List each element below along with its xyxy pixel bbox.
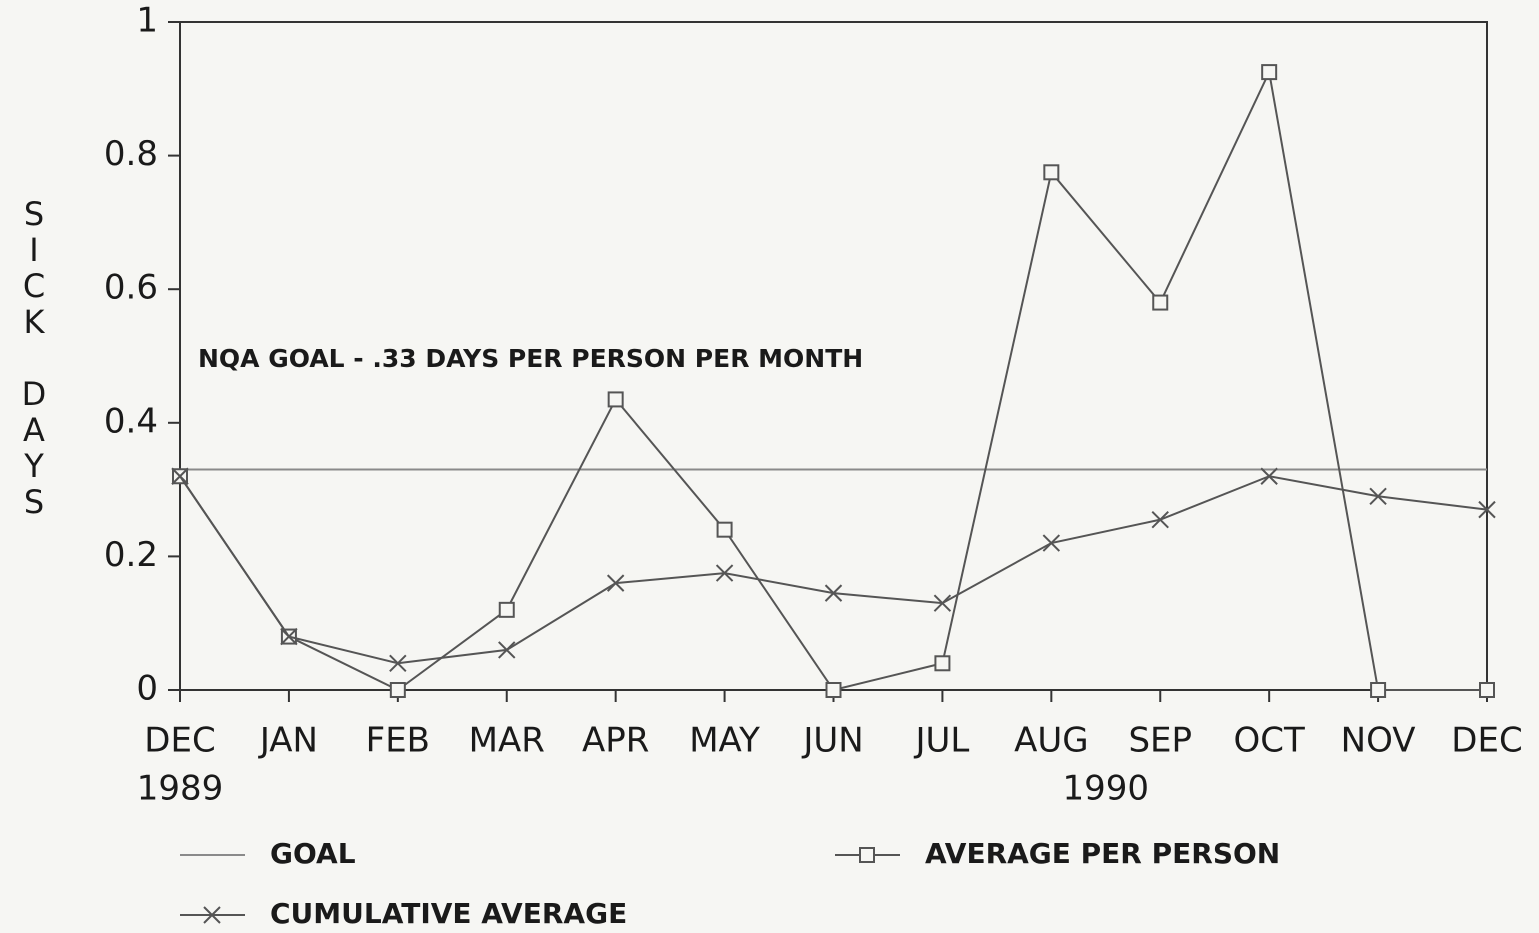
x-tick-label: MAR: [469, 721, 545, 761]
x-tick-label: AUG: [1014, 721, 1089, 761]
legend-marker: [859, 847, 875, 863]
x-tick-label: DEC: [144, 721, 215, 761]
data-point: [1261, 64, 1278, 81]
data-point: [716, 521, 733, 538]
year-label: 1990: [1063, 769, 1150, 809]
data-point: [1260, 467, 1278, 485]
x-tick-label: FEB: [366, 721, 430, 761]
series-line: [179, 68, 1487, 692]
x-tick-label: JAN: [258, 721, 318, 761]
x-tick-label: APR: [582, 721, 649, 761]
y-tick-label: 0: [136, 669, 158, 709]
data-point: [1042, 534, 1061, 552]
data-point: [934, 655, 951, 672]
y-tick-label: 1: [136, 1, 158, 41]
legend-marker: [203, 906, 221, 924]
year-label: 1989: [137, 769, 224, 809]
data-point: [1151, 510, 1169, 529]
x-tick-label: SEP: [1128, 721, 1192, 761]
data-point: [389, 654, 407, 672]
legend-label: GOAL: [270, 837, 356, 870]
x-tick-label: OCT: [1234, 721, 1306, 761]
x-tick-label: NOV: [1341, 721, 1416, 761]
data-point: [1043, 164, 1060, 181]
y-tick-label: 0.4: [104, 401, 158, 441]
data-point: [824, 584, 843, 602]
data-point: [1478, 500, 1496, 519]
y-tick-label: 0.6: [104, 268, 158, 308]
y-tick-label: 0.8: [104, 134, 158, 174]
annotation: NQA GOAL - .33 DAYS PER PERSON PER MONTH: [198, 344, 863, 373]
data-point: [825, 682, 842, 698]
legend-label: CUMULATIVE AVERAGE: [270, 897, 627, 930]
data-point: [1370, 682, 1387, 698]
data-point: [498, 601, 515, 618]
y-tick-label: 0.2: [104, 535, 158, 575]
x-tick-label: MAY: [689, 721, 760, 761]
data-point: [498, 641, 516, 659]
data-point: [607, 391, 624, 408]
data-point: [715, 564, 734, 582]
data-point: [606, 574, 625, 592]
y-axis-label: SICK DAYS: [15, 195, 53, 519]
data-point: [1152, 294, 1169, 311]
x-tick-label: DEC: [1451, 721, 1522, 761]
data-point: [1369, 487, 1387, 505]
data-point: [280, 627, 298, 646]
series-line: [179, 475, 1488, 665]
data-point: [1479, 682, 1495, 698]
legend-label: AVERAGE PER PERSON: [925, 837, 1280, 870]
data-point: [389, 682, 406, 698]
x-tick-label: JUN: [801, 721, 863, 761]
data-point: [171, 467, 189, 485]
x-tick-label: JUL: [913, 721, 969, 761]
data-point: [933, 594, 952, 612]
